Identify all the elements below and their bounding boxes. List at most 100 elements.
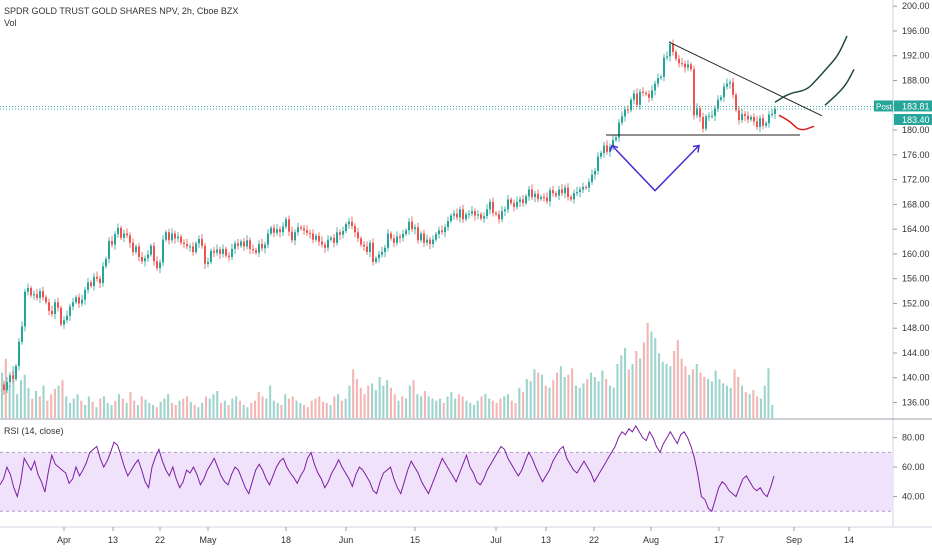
volume-bar xyxy=(310,400,313,418)
candle-body xyxy=(300,227,302,229)
post-tag-bg xyxy=(874,100,893,112)
volume-bar xyxy=(314,398,317,418)
candle-body xyxy=(186,243,188,247)
candle-body xyxy=(246,240,248,247)
candle-body xyxy=(63,320,65,325)
candle-body xyxy=(267,233,269,245)
volume-bar xyxy=(405,398,408,418)
price-tick-label: 196.00 xyxy=(902,26,930,36)
volume-bar xyxy=(650,331,653,418)
time-tick-label: 22 xyxy=(589,535,599,545)
volume-bar xyxy=(69,402,72,418)
volume-bar xyxy=(465,400,468,418)
volume-bar xyxy=(257,392,260,418)
candle-body xyxy=(96,276,98,279)
volume-bar xyxy=(612,387,615,418)
price-tick-label: 156.00 xyxy=(902,274,930,284)
candle-body xyxy=(237,243,239,246)
candle-body xyxy=(213,250,215,253)
volume-bar xyxy=(299,402,302,418)
volume-bar xyxy=(616,364,619,418)
candle-body xyxy=(234,243,236,249)
candle-body xyxy=(696,108,698,116)
price-tick-label: 172.00 xyxy=(902,175,930,185)
candle-body xyxy=(753,117,755,122)
volume-bar xyxy=(718,379,721,418)
candle-body xyxy=(459,209,461,218)
volume-bar xyxy=(669,366,672,418)
candle-body xyxy=(381,252,383,255)
candle-body xyxy=(39,291,41,298)
volume-bar xyxy=(99,398,102,418)
candle-body xyxy=(228,255,230,257)
volume-bar xyxy=(265,398,268,418)
candle-body xyxy=(417,227,419,241)
time-tick-label: Jul xyxy=(490,535,502,545)
price-tick-label: 176.00 xyxy=(902,150,930,160)
candle-body xyxy=(141,256,143,262)
candle-body xyxy=(534,193,536,197)
volume-bar xyxy=(1,372,4,418)
volume-bar xyxy=(556,372,559,418)
volume-bar xyxy=(329,405,332,418)
volume-bar xyxy=(272,400,275,418)
candle-body xyxy=(15,365,17,379)
candle-body xyxy=(762,118,764,126)
volume-bar xyxy=(261,396,264,418)
volume-bar xyxy=(544,385,547,418)
candle-body xyxy=(57,302,59,308)
volume-bar xyxy=(514,402,517,418)
volume-bar xyxy=(627,369,630,418)
candle-body xyxy=(624,109,626,117)
volume-bar xyxy=(503,396,506,418)
candle-body xyxy=(333,237,335,243)
volume-bar xyxy=(38,396,41,418)
volume-bar xyxy=(16,394,19,418)
volume-bar xyxy=(193,405,196,418)
candle-body xyxy=(735,94,737,111)
candle-body xyxy=(30,287,32,296)
candle-body xyxy=(498,214,500,220)
candle-body xyxy=(162,239,164,263)
volume-bar xyxy=(340,400,343,418)
candle-body xyxy=(654,83,656,91)
candle-body xyxy=(390,233,392,239)
candle-body xyxy=(546,197,548,202)
candle-body xyxy=(198,239,200,244)
volume-bar xyxy=(642,342,645,418)
time-tick-label: 17 xyxy=(714,535,724,545)
candle-body xyxy=(174,233,176,239)
candle-body xyxy=(6,382,8,391)
candle-body xyxy=(579,189,581,192)
candle-body xyxy=(207,261,209,264)
candle-body xyxy=(435,234,437,240)
volume-bar xyxy=(321,401,324,418)
candle-body xyxy=(201,239,203,246)
volume-bar xyxy=(91,401,94,418)
candle-body xyxy=(342,230,344,235)
volume-bar xyxy=(586,379,589,418)
time-tick-label: 15 xyxy=(410,535,420,545)
candle-body xyxy=(93,276,95,287)
volume-bar xyxy=(499,398,502,418)
candle-body xyxy=(45,297,47,303)
candle-body xyxy=(357,232,359,239)
candle-body xyxy=(42,291,44,298)
candle-body xyxy=(24,291,26,327)
candle-body xyxy=(666,56,668,58)
candle-body xyxy=(336,232,338,243)
volume-bar xyxy=(540,374,543,418)
candle-body xyxy=(663,57,665,77)
candle-body xyxy=(12,375,14,379)
candle-body xyxy=(519,199,521,202)
candle-body xyxy=(279,229,281,233)
volume-bar xyxy=(186,396,189,418)
volume-bar xyxy=(658,353,661,418)
candle-body xyxy=(456,213,458,218)
volume-bar xyxy=(752,389,755,418)
volume-bar xyxy=(114,400,117,418)
candle-body xyxy=(204,245,206,264)
candle-body xyxy=(69,306,71,316)
volume-bar xyxy=(140,396,143,418)
candle-body xyxy=(576,191,578,194)
